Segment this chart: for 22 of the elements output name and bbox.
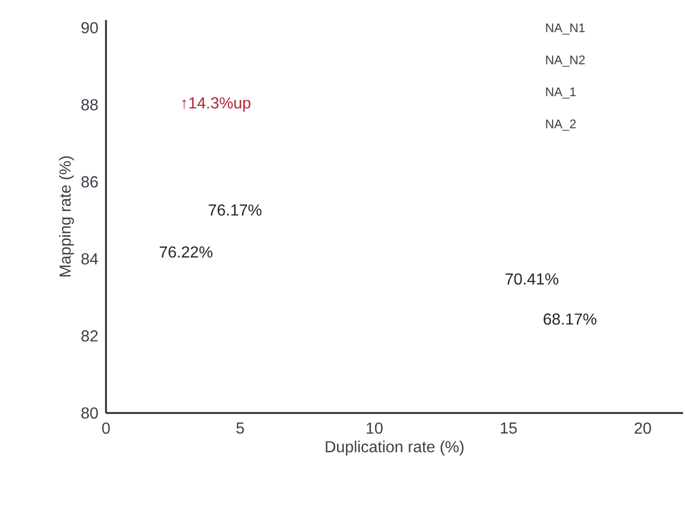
y-axis-title: Mapping rate (%) <box>59 156 74 276</box>
x-tick-label: 5 <box>236 422 244 434</box>
x-axis-title: Duplication rate (%) <box>326 440 464 456</box>
x-tick-label: 10 <box>366 422 383 434</box>
annotation: NA_1 <box>546 88 576 99</box>
x-tick-label: 20 <box>634 422 651 434</box>
annotation: NA_N1 <box>546 24 585 35</box>
annotation: ↑14.3%up <box>182 97 250 112</box>
annotation: 76.22% <box>160 246 212 258</box>
y-tick-label: 86 <box>81 176 98 188</box>
annotation: 68.17% <box>544 313 596 325</box>
y-tick-label: 88 <box>81 99 98 110</box>
y-tick-label: 90 <box>82 22 98 34</box>
x-tick-label: 0 <box>102 422 110 434</box>
annotation: NA_N2 <box>546 56 585 67</box>
y-tick-label: 82 <box>81 330 98 342</box>
annotation: 70.41% <box>506 273 558 285</box>
x-tick-label: 15 <box>500 422 517 434</box>
y-tick-label: 80 <box>81 407 98 419</box>
y-tick-label: 84 <box>81 253 98 265</box>
annotation: NA_2 <box>546 120 576 131</box>
annotation: 76.17% <box>208 204 262 216</box>
